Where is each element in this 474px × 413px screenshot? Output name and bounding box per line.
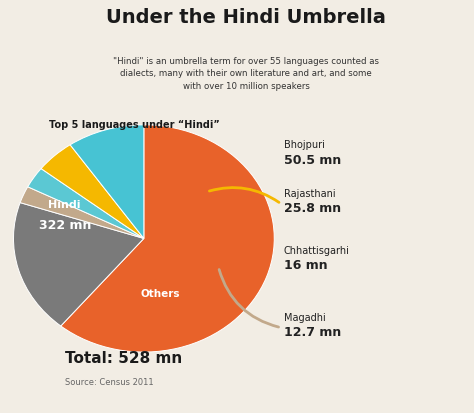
- Text: Top 5 languages under “Hindi”: Top 5 languages under “Hindi”: [49, 119, 220, 129]
- Text: Chhattisgarhi: Chhattisgarhi: [283, 245, 349, 255]
- Text: 322 mn: 322 mn: [38, 218, 91, 231]
- Wedge shape: [61, 126, 274, 352]
- Text: Source: Census 2011: Source: Census 2011: [65, 377, 153, 387]
- Text: Bhojpuri: Bhojpuri: [283, 140, 324, 150]
- Text: Hindi: Hindi: [48, 199, 81, 209]
- Text: 25.8 mn: 25.8 mn: [283, 202, 341, 215]
- Text: 12.7 mn: 12.7 mn: [283, 325, 341, 338]
- Text: Total: 528 mn: Total: 528 mn: [65, 350, 182, 365]
- Wedge shape: [28, 169, 144, 239]
- Text: "Hindi" is an umbrella term for over 55 languages counted as
dialects, many with: "Hindi" is an umbrella term for over 55 …: [113, 57, 379, 91]
- Text: 50.5 mn: 50.5 mn: [283, 154, 341, 167]
- Text: 16 mn: 16 mn: [283, 258, 327, 271]
- Text: Magadhi: Magadhi: [283, 312, 325, 322]
- Wedge shape: [41, 145, 144, 239]
- Text: Rajasthani: Rajasthani: [283, 188, 335, 198]
- Wedge shape: [13, 203, 144, 326]
- Wedge shape: [20, 188, 144, 239]
- Text: Under the Hindi Umbrella: Under the Hindi Umbrella: [106, 8, 386, 27]
- Wedge shape: [70, 126, 144, 239]
- Text: Others: Others: [140, 289, 180, 299]
